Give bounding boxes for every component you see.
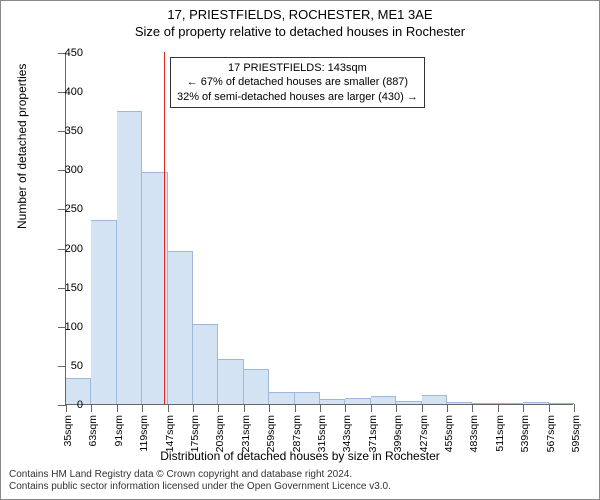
x-tick bbox=[117, 404, 118, 412]
page-title: 17, PRIESTFIELDS, ROCHESTER, ME1 3AE bbox=[1, 1, 599, 22]
x-tick bbox=[66, 404, 67, 412]
x-tick bbox=[371, 404, 372, 412]
x-tick-label: 483sqm bbox=[468, 415, 480, 452]
histogram-bar bbox=[345, 398, 370, 404]
x-tick-label: 35sqm bbox=[62, 415, 74, 447]
x-tick-label: 315sqm bbox=[316, 415, 328, 452]
x-tick-label: 343sqm bbox=[341, 415, 353, 452]
x-tick bbox=[320, 404, 321, 412]
x-tick-label: 455sqm bbox=[443, 415, 455, 452]
y-tick-label: 400 bbox=[65, 86, 83, 98]
x-tick bbox=[396, 404, 397, 412]
histogram-bar bbox=[396, 401, 421, 404]
x-tick-label: 539sqm bbox=[519, 415, 531, 452]
y-tick-label: 250 bbox=[65, 203, 83, 215]
x-tick-label: 63sqm bbox=[87, 415, 99, 447]
y-tick bbox=[58, 405, 66, 406]
x-tick-label: 567sqm bbox=[545, 415, 557, 452]
x-tick bbox=[447, 404, 448, 412]
histogram-bar bbox=[523, 402, 548, 404]
x-tick bbox=[295, 404, 296, 412]
x-tick-label: 91sqm bbox=[113, 415, 125, 447]
property-marker-line bbox=[164, 52, 166, 404]
annotation-line: ← 67% of detached houses are smaller (88… bbox=[177, 75, 418, 89]
x-tick bbox=[193, 404, 194, 412]
x-tick-label: 203sqm bbox=[214, 415, 226, 452]
x-tick bbox=[142, 404, 143, 412]
x-tick-label: 119sqm bbox=[138, 415, 150, 452]
x-tick bbox=[269, 404, 270, 412]
histogram-bar bbox=[422, 395, 447, 404]
histogram-bar bbox=[320, 399, 345, 404]
y-tick-label: 350 bbox=[65, 125, 83, 137]
y-axis-label: Number of detached properties bbox=[15, 64, 29, 229]
x-tick bbox=[422, 404, 423, 412]
x-tick-label: 427sqm bbox=[418, 415, 430, 452]
histogram-bar bbox=[269, 392, 294, 404]
x-tick bbox=[549, 404, 550, 412]
y-tick-label: 0 bbox=[77, 399, 83, 411]
x-tick bbox=[574, 404, 575, 412]
attribution-footer: Contains HM Land Registry data © Crown c… bbox=[9, 469, 391, 493]
x-tick-label: 231sqm bbox=[240, 415, 252, 452]
footer-line: Contains HM Land Registry data © Crown c… bbox=[9, 469, 391, 481]
x-tick bbox=[91, 404, 92, 412]
y-tick-label: 300 bbox=[65, 164, 83, 176]
x-tick-label: 175sqm bbox=[189, 415, 201, 452]
x-tick bbox=[472, 404, 473, 412]
footer-line: Contains public sector information licen… bbox=[9, 481, 391, 493]
histogram-bar bbox=[117, 111, 142, 404]
annotation-line: 32% of semi-detached houses are larger (… bbox=[177, 90, 418, 104]
histogram-bar bbox=[295, 392, 320, 404]
x-tick bbox=[218, 404, 219, 412]
plot-region: 35sqm63sqm91sqm119sqm147sqm175sqm203sqm2… bbox=[65, 53, 573, 405]
x-tick bbox=[168, 404, 169, 412]
x-tick-label: 511sqm bbox=[494, 415, 506, 452]
histogram-bar bbox=[91, 220, 116, 404]
y-tick-label: 100 bbox=[65, 321, 83, 333]
x-axis-label: Distribution of detached houses by size … bbox=[1, 449, 599, 463]
histogram-bar bbox=[193, 324, 218, 404]
histogram-bar bbox=[447, 402, 472, 404]
annotation-line: 17 PRIESTFIELDS: 143sqm bbox=[177, 61, 418, 75]
annotation-box: 17 PRIESTFIELDS: 143sqm← 67% of detached… bbox=[170, 57, 425, 108]
x-tick-label: 399sqm bbox=[392, 415, 404, 452]
y-tick-label: 200 bbox=[65, 243, 83, 255]
histogram-bar bbox=[549, 403, 574, 404]
x-tick-label: 595sqm bbox=[570, 415, 582, 452]
histogram-bar bbox=[498, 403, 523, 404]
histogram-bar bbox=[472, 403, 497, 404]
x-tick-label: 147sqm bbox=[164, 415, 176, 452]
histogram-bar bbox=[244, 369, 269, 404]
y-tick-label: 50 bbox=[71, 360, 83, 372]
y-tick bbox=[58, 366, 66, 367]
x-tick bbox=[523, 404, 524, 412]
y-tick-label: 450 bbox=[65, 47, 83, 59]
histogram-bar bbox=[218, 359, 243, 404]
page-subtitle: Size of property relative to detached ho… bbox=[1, 22, 599, 39]
y-tick-label: 150 bbox=[65, 282, 83, 294]
x-tick bbox=[498, 404, 499, 412]
histogram-bar bbox=[168, 251, 193, 404]
x-tick bbox=[345, 404, 346, 412]
histogram-bar bbox=[371, 396, 396, 404]
x-tick-label: 371sqm bbox=[367, 415, 379, 452]
chart-area: 35sqm63sqm91sqm119sqm147sqm175sqm203sqm2… bbox=[65, 53, 573, 405]
x-tick-label: 287sqm bbox=[291, 415, 303, 452]
x-tick-label: 259sqm bbox=[265, 415, 277, 452]
x-tick bbox=[244, 404, 245, 412]
